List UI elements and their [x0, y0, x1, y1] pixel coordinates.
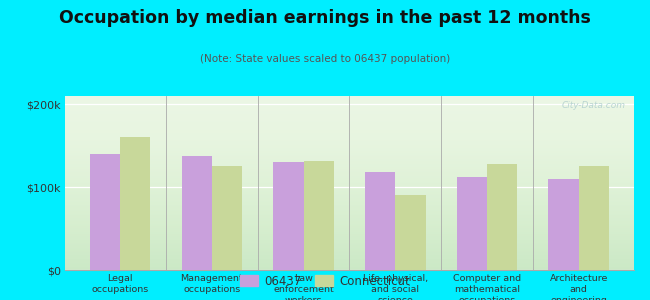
Bar [181, 156, 212, 270]
Bar [487, 164, 517, 270]
Bar [90, 154, 120, 270]
Bar [273, 162, 304, 270]
Text: (Note: State values scaled to 06437 population): (Note: State values scaled to 06437 popu… [200, 54, 450, 64]
Text: Occupation by median earnings in the past 12 months: Occupation by median earnings in the pas… [59, 9, 591, 27]
Bar [457, 177, 487, 270]
Bar [578, 166, 609, 270]
Bar [120, 137, 150, 270]
Bar [304, 160, 334, 270]
Bar [212, 167, 242, 270]
Bar [365, 172, 395, 270]
Bar [549, 179, 578, 270]
Text: City-Data.com: City-Data.com [561, 101, 625, 110]
Bar [395, 195, 426, 270]
Legend: 06437, Connecticut: 06437, Connecticut [237, 271, 413, 291]
